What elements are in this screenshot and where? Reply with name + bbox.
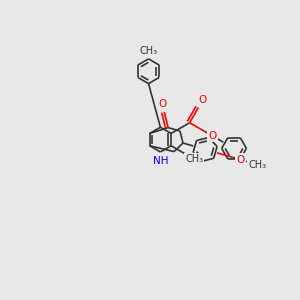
Text: CH₃: CH₃ bbox=[185, 154, 203, 164]
Text: CH₃: CH₃ bbox=[249, 160, 267, 170]
Text: O: O bbox=[198, 95, 207, 105]
Text: O: O bbox=[236, 154, 244, 165]
Text: CH₃: CH₃ bbox=[140, 46, 158, 56]
Text: O: O bbox=[158, 99, 166, 109]
Text: NH: NH bbox=[153, 156, 168, 166]
Text: O: O bbox=[208, 131, 216, 141]
